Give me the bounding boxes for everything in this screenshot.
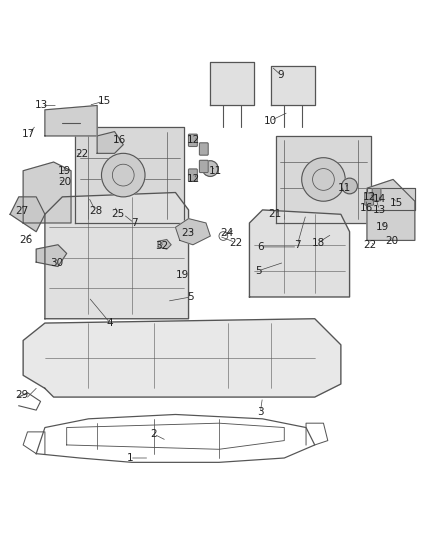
FancyBboxPatch shape — [365, 193, 374, 205]
Text: 15: 15 — [390, 198, 403, 208]
Text: 17: 17 — [22, 129, 35, 139]
Polygon shape — [45, 192, 188, 319]
Text: 7: 7 — [131, 218, 138, 228]
Text: 19: 19 — [58, 166, 71, 176]
Polygon shape — [23, 319, 341, 397]
Text: 12: 12 — [187, 174, 200, 184]
Polygon shape — [45, 106, 97, 136]
Text: 20: 20 — [385, 236, 398, 246]
Text: 13: 13 — [373, 205, 386, 215]
Circle shape — [302, 158, 345, 201]
Text: 29: 29 — [15, 390, 28, 400]
Polygon shape — [23, 162, 71, 223]
FancyBboxPatch shape — [188, 134, 197, 147]
Text: 19: 19 — [176, 270, 189, 280]
Text: 10: 10 — [264, 116, 277, 126]
Text: 12: 12 — [187, 135, 200, 146]
Polygon shape — [97, 132, 123, 154]
Text: 23: 23 — [181, 228, 194, 238]
Text: 21: 21 — [268, 209, 281, 219]
Text: 16: 16 — [113, 135, 126, 146]
Polygon shape — [271, 66, 315, 106]
Polygon shape — [10, 197, 45, 232]
Text: 2: 2 — [150, 429, 157, 439]
Polygon shape — [367, 180, 415, 240]
Text: 22: 22 — [76, 149, 89, 159]
Text: 9: 9 — [278, 70, 284, 80]
Text: 7: 7 — [294, 240, 300, 250]
Polygon shape — [75, 127, 184, 223]
FancyBboxPatch shape — [188, 169, 197, 181]
Text: 1: 1 — [127, 453, 133, 463]
Text: 16: 16 — [360, 203, 373, 213]
Polygon shape — [36, 245, 67, 266]
Text: 20: 20 — [58, 176, 71, 187]
Text: 24: 24 — [220, 228, 233, 238]
Text: 3: 3 — [257, 407, 264, 417]
Circle shape — [102, 154, 145, 197]
Text: 11: 11 — [209, 166, 222, 176]
Polygon shape — [276, 136, 371, 223]
Polygon shape — [158, 239, 171, 249]
Text: 27: 27 — [15, 206, 28, 216]
Text: 30: 30 — [49, 258, 63, 268]
Text: 19: 19 — [376, 222, 389, 232]
Text: 4: 4 — [107, 318, 113, 328]
Text: 22: 22 — [229, 238, 242, 247]
Text: 28: 28 — [89, 206, 102, 216]
FancyBboxPatch shape — [372, 189, 381, 201]
Text: 11: 11 — [338, 183, 351, 193]
Text: 26: 26 — [19, 236, 32, 245]
Polygon shape — [210, 62, 254, 106]
FancyBboxPatch shape — [199, 143, 208, 155]
Text: 13: 13 — [35, 100, 48, 110]
Polygon shape — [250, 210, 350, 297]
Text: 5: 5 — [187, 292, 194, 302]
FancyBboxPatch shape — [199, 160, 208, 173]
Polygon shape — [367, 188, 415, 210]
Text: 22: 22 — [363, 240, 376, 250]
Text: 15: 15 — [98, 96, 111, 106]
Circle shape — [202, 161, 218, 176]
Polygon shape — [176, 219, 210, 245]
Text: 12: 12 — [363, 192, 376, 202]
Text: 6: 6 — [257, 242, 264, 252]
Text: 14: 14 — [373, 194, 386, 204]
Text: 18: 18 — [311, 238, 325, 247]
Circle shape — [342, 178, 357, 194]
Text: 32: 32 — [155, 240, 168, 251]
Text: 25: 25 — [111, 209, 125, 219]
Text: 5: 5 — [255, 266, 261, 276]
